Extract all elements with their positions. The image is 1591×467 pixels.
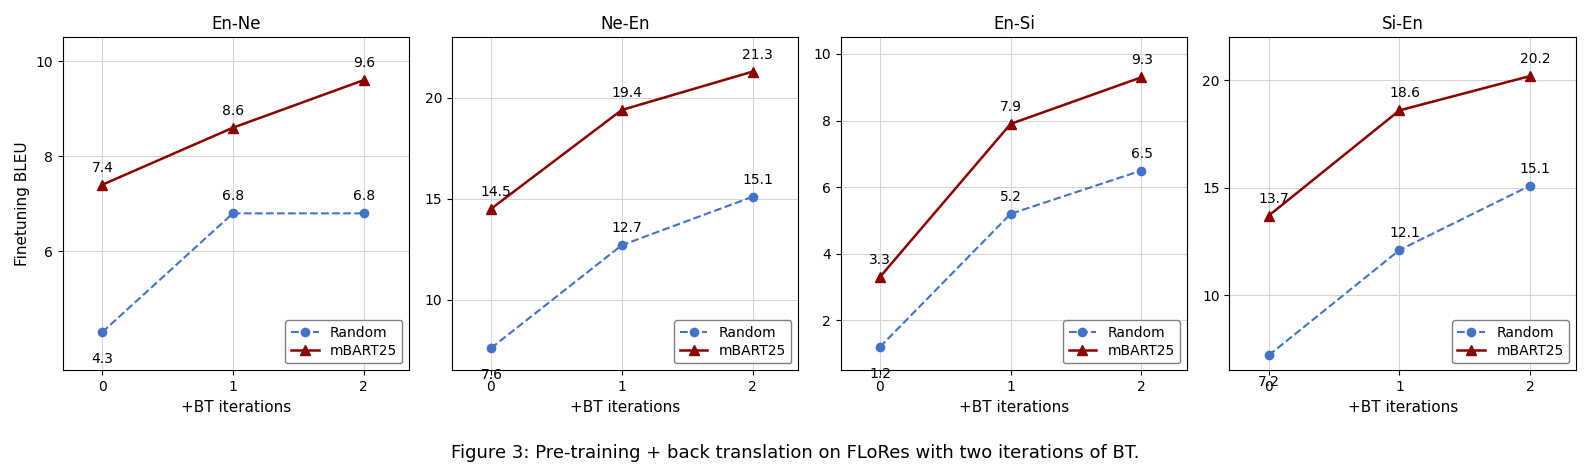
X-axis label: +BT iterations: +BT iterations [570,400,679,415]
Text: 19.4: 19.4 [611,86,643,100]
Random [870,344,889,350]
Random [743,194,762,199]
Text: 6.8: 6.8 [353,190,375,203]
Legend: Random, mBART25: Random, mBART25 [1063,320,1181,363]
Text: 6.5: 6.5 [1131,147,1153,161]
mBART25 [223,125,242,131]
Text: 12.7: 12.7 [611,221,643,235]
mBART25 [870,274,889,280]
Legend: Random, mBART25: Random, mBART25 [675,320,791,363]
mBART25 [92,182,111,188]
Y-axis label: Finetuning BLEU: Finetuning BLEU [14,142,30,266]
Text: 6.8: 6.8 [223,190,245,203]
Text: 5.2: 5.2 [1001,190,1021,204]
Text: 4.3: 4.3 [92,352,113,366]
X-axis label: +BT iterations: +BT iterations [1348,400,1457,415]
Text: 12.1: 12.1 [1389,226,1419,240]
Text: 7.2: 7.2 [1258,375,1281,389]
Random [613,242,632,248]
Text: 18.6: 18.6 [1389,86,1421,100]
Line: mBART25: mBART25 [97,75,369,190]
Text: 9.3: 9.3 [1131,53,1153,67]
Text: 13.7: 13.7 [1258,191,1289,205]
Random [1131,168,1150,173]
Title: Si-En: Si-En [1383,15,1424,33]
Text: 1.2: 1.2 [869,367,891,381]
Random [1001,211,1020,217]
Legend: Random, mBART25: Random, mBART25 [285,320,403,363]
Line: Random: Random [1265,181,1534,360]
mBART25 [1521,73,1540,79]
Text: 7.4: 7.4 [92,161,113,175]
mBART25 [355,78,374,83]
mBART25 [743,69,762,74]
Line: mBART25: mBART25 [1263,71,1535,220]
Text: 3.3: 3.3 [869,253,891,267]
mBART25 [1258,213,1278,219]
Random [223,211,242,216]
Line: Random: Random [487,192,757,352]
Legend: Random, mBART25: Random, mBART25 [1453,320,1569,363]
Title: Ne-En: Ne-En [600,15,649,33]
mBART25 [1131,75,1150,80]
X-axis label: +BT iterations: +BT iterations [181,400,291,415]
Random [482,346,501,351]
Line: mBART25: mBART25 [487,67,757,214]
Random [92,330,111,335]
Line: Random: Random [99,209,368,336]
Title: En-Si: En-Si [993,15,1034,33]
mBART25 [1391,107,1410,113]
Text: 7.6: 7.6 [480,368,503,382]
mBART25 [482,206,501,212]
Random [355,211,374,216]
X-axis label: +BT iterations: +BT iterations [959,400,1069,415]
Text: 7.9: 7.9 [1001,100,1021,114]
Random [1391,247,1410,253]
Text: 20.2: 20.2 [1519,52,1550,66]
Text: 14.5: 14.5 [480,185,511,199]
Text: 15.1: 15.1 [741,173,773,187]
Line: mBART25: mBART25 [875,72,1146,282]
Line: Random: Random [875,166,1146,351]
Text: Figure 3: Pre-training + back translation on FLoRes with two iterations of BT.: Figure 3: Pre-training + back translatio… [452,444,1139,462]
Title: En-Ne: En-Ne [212,15,261,33]
mBART25 [1001,121,1020,127]
Random [1521,183,1540,188]
Text: 9.6: 9.6 [353,56,375,70]
mBART25 [613,107,632,113]
Text: 15.1: 15.1 [1519,162,1551,176]
Text: 21.3: 21.3 [741,48,773,62]
Random [1258,353,1278,358]
Text: 8.6: 8.6 [223,104,245,118]
